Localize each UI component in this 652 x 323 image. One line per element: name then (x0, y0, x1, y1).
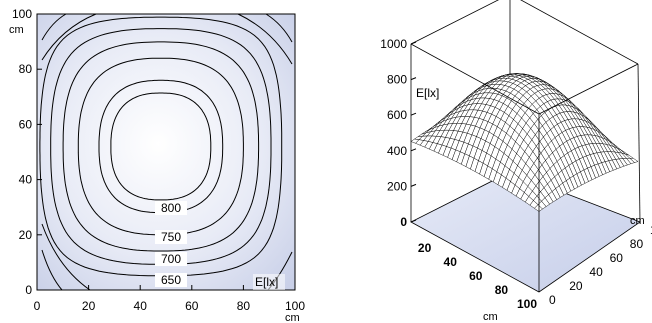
surface-z-tick-0: 0 (400, 215, 407, 229)
surface-annotation: E[lx] (416, 86, 439, 100)
surface-y-axis: 0 20 40 60 80 100 (549, 223, 652, 307)
contour-corner-tr-2 (237, 13, 293, 65)
contour-line-600 (39, 16, 283, 277)
contour-label-750: 750 (155, 230, 187, 244)
surface-chart: 0 200 400 600 800 1000 20 40 60 80 100 0 20 40 60 80 1… (380, 0, 652, 323)
contour-x-tick-40: 40 (134, 299, 148, 313)
contour-x-tick-20: 20 (82, 299, 96, 313)
surface-mesh (410, 73, 639, 212)
contour-y-tick-80: 80 (19, 62, 33, 76)
surface-x-axis: 20 40 60 80 100 (418, 241, 537, 311)
contour-x-tick-80: 80 (237, 299, 251, 313)
contour-plot-area (37, 14, 295, 290)
contour-x-tick-100: 100 (285, 299, 305, 313)
surface-floor (410, 171, 641, 293)
contour-label-650: 650 (155, 273, 187, 287)
surface-y-tick-20: 20 (569, 279, 583, 293)
surface-x-unit: cm (483, 311, 498, 323)
surface-box-front (410, 43, 639, 292)
contour-corner-tr-1 (265, 13, 293, 43)
contour-line-820 (110, 92, 212, 201)
contour-line-700 (62, 41, 260, 252)
contour-x-tick-0: 0 (34, 299, 41, 313)
svg-text:E[lx]: E[lx] (255, 275, 278, 289)
contour-y-unit: cm (9, 24, 24, 36)
contour-corner-tl-1 (41, 13, 67, 41)
surface-z-axis: 0 200 400 600 800 1000 (380, 37, 417, 229)
surface-z-tick-600: 600 (387, 108, 407, 122)
surface-y-tick-0: 0 (549, 293, 556, 307)
contour-x-unit: cm (285, 312, 300, 323)
contour-y-tick-100: 100 (12, 7, 32, 21)
contour-y-tick-60: 60 (19, 117, 33, 131)
surface-z-tick-400: 400 (387, 144, 407, 158)
contour-line-800 (98, 79, 224, 214)
surface-y-tick-60: 60 (610, 251, 624, 265)
svg-text:650: 650 (161, 273, 181, 287)
contour-labels: 800 750 700 650 (155, 201, 187, 287)
surface-x-tick-40: 40 (444, 255, 458, 269)
contour-x-axis: 0 20 40 60 80 100 (34, 285, 305, 313)
contour-corner-tl-2 (41, 13, 97, 61)
svg-text:750: 750 (161, 230, 181, 244)
contour-frame (36, 13, 296, 291)
contour-y-tick-0: 0 (25, 283, 32, 297)
surface-y-tick-40: 40 (589, 265, 603, 279)
surface-z-tick-200: 200 (387, 179, 407, 193)
surface-x-tick-100: 100 (517, 297, 537, 311)
svg-text:700: 700 (161, 252, 181, 266)
contour-lines (39, 13, 293, 291)
contour-line-650 (50, 28, 272, 265)
surface-x-tick-60: 60 (469, 269, 483, 283)
contour-annotation: E[lx] (253, 274, 285, 290)
contour-y-tick-40: 40 (19, 173, 33, 187)
contour-line-750 (77, 57, 244, 236)
surface-x-tick-20: 20 (418, 241, 432, 255)
contour-corner-bl-1 (41, 249, 63, 291)
surface-z-tick-1000: 1000 (380, 37, 407, 51)
contour-label-800: 800 (155, 201, 187, 215)
surface-y-tick-100: 100 (650, 223, 652, 237)
svg-text:800: 800 (161, 201, 181, 215)
contour-chart: 800 750 700 650 0 20 40 60 80 100 0 20 40 60 80 100 c… (9, 7, 305, 323)
surface-z-tick-800: 800 (387, 73, 407, 87)
surface-x-tick-80: 80 (495, 283, 509, 297)
contour-x-tick-60: 60 (185, 299, 199, 313)
surface-y-unit: cm (630, 215, 645, 227)
contour-corner-bl-2 (41, 223, 91, 291)
surface-y-tick-80: 80 (630, 237, 644, 251)
contour-label-700: 700 (155, 252, 187, 266)
contour-y-tick-20: 20 (19, 228, 33, 242)
contour-y-axis: 0 20 40 60 80 100 (12, 7, 42, 297)
